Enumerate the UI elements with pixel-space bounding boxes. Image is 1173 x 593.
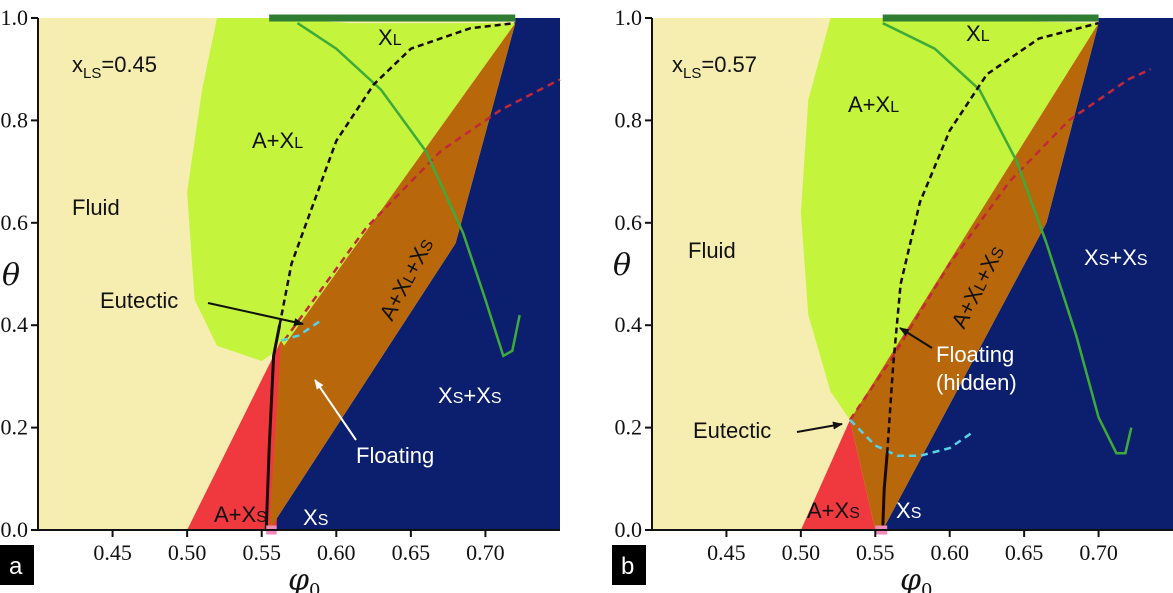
panel-tag-a-bg bbox=[0, 545, 34, 585]
label-xs-xs: XS+XS bbox=[1084, 245, 1148, 270]
label-a-xl: A+XL bbox=[252, 128, 303, 153]
parameter-label: xLS=0.57 bbox=[672, 52, 757, 82]
panel-tag-a: a bbox=[9, 553, 23, 580]
label-a-xl: A+XL bbox=[848, 92, 899, 117]
region-a-xl bbox=[800, 18, 1099, 420]
label-floating: Floating bbox=[936, 342, 1014, 367]
eutectic-arrow bbox=[207, 302, 304, 326]
x-axis-symbol: φ0 bbox=[900, 563, 932, 593]
y-tick-label: 0.4 bbox=[615, 312, 643, 337]
y-axis-symbol: θ bbox=[613, 248, 631, 283]
y-ticks: 0.0 0.2 0.4 0.6 0.8 1.0 bbox=[615, 5, 652, 542]
panel-tag-b-bg bbox=[612, 545, 646, 585]
x-tick-label: 0.50 bbox=[168, 540, 207, 565]
region-a-xs bbox=[187, 340, 282, 530]
x-ticks: 0.45 0.50 0.55 0.60 0.65 0.70 bbox=[93, 530, 505, 565]
y-tick-label: 1.0 bbox=[615, 5, 643, 30]
x-tick-label: 0.70 bbox=[466, 540, 505, 565]
green-curve bbox=[296, 22, 521, 358]
label-fluid: Fluid bbox=[688, 238, 736, 263]
floating-arrow bbox=[899, 327, 933, 349]
y-tick-label: 0.6 bbox=[615, 210, 643, 235]
x-ticks: 0.45 0.50 0.55 0.60 0.65 0.70 bbox=[707, 530, 1118, 565]
region-a-xl bbox=[187, 18, 516, 361]
y-tick-label: 0.8 bbox=[615, 107, 643, 132]
panel-b: 0.00.20.40.60.81.0 0.45 0.50 0.55 0.60 0.65 0… bbox=[612, 5, 1173, 593]
label-a-xs: A+XS bbox=[807, 498, 860, 523]
label-floating: Floating bbox=[356, 443, 434, 468]
x-tick-label: 0.60 bbox=[317, 540, 356, 565]
label-a-xs: A+XS bbox=[214, 502, 267, 527]
panel-tag-b: b bbox=[621, 553, 634, 580]
label-floating-hidden: (hidden) bbox=[936, 370, 1017, 395]
region-a-xs bbox=[800, 419, 876, 530]
label-fluid: Fluid bbox=[72, 195, 120, 220]
x-tick-label: 0.65 bbox=[1005, 540, 1044, 565]
cyan-dashed-curve bbox=[849, 419, 973, 458]
x-tick-label: 0.55 bbox=[242, 540, 281, 565]
y-tick-label: 0.2 bbox=[1, 415, 29, 440]
black-dashed-curve bbox=[278, 21, 516, 326]
x-tick-label: 0.50 bbox=[782, 540, 821, 565]
label-xs: XS bbox=[303, 505, 328, 530]
y-tick-label: 0.0 bbox=[615, 517, 643, 542]
floating-arrow bbox=[314, 379, 357, 441]
x-tick-label: 0.65 bbox=[392, 540, 431, 565]
region-xs-xs bbox=[882, 18, 1173, 530]
parameter-label: xLS=0.45 bbox=[72, 52, 157, 82]
region-a-xl-xs bbox=[850, 23, 1099, 530]
x-tick-label: 0.45 bbox=[707, 540, 746, 565]
y-tick-label: 0.2 bbox=[615, 415, 643, 440]
black-solid-curve bbox=[264, 324, 282, 531]
eutectic-arrow bbox=[796, 421, 843, 433]
y-tick-label: 0.6 bbox=[1, 210, 29, 235]
label-eutectic: Eutectic bbox=[693, 418, 771, 443]
green-curve bbox=[882, 21, 1133, 455]
red-dashed-curve bbox=[848, 68, 1152, 421]
label-eutectic: Eutectic bbox=[100, 288, 178, 313]
y-tick-label: 0.4 bbox=[1, 312, 29, 337]
cyan-dashed-curve bbox=[280, 319, 323, 342]
y-ticks: 0.0 0.2 0.4 0.6 0.8 1.0 bbox=[1, 5, 38, 542]
label-xl: XL bbox=[378, 25, 402, 50]
label-xl: XL bbox=[966, 21, 990, 46]
label-xs: XS bbox=[896, 498, 921, 523]
x-tick-label: 0.45 bbox=[93, 540, 132, 565]
black-dashed-curve bbox=[885, 21, 1099, 454]
red-dashed-curve bbox=[283, 78, 561, 342]
x-axis-symbol: φ0 bbox=[288, 563, 320, 593]
x-tick-label: 0.55 bbox=[856, 540, 895, 565]
y-axis-symbol: θ bbox=[2, 258, 20, 293]
x-tick-label: 0.60 bbox=[930, 540, 969, 565]
y-tick-label: 0.0 bbox=[1, 517, 29, 542]
black-solid-curve bbox=[881, 453, 889, 531]
y-tick-label: 0.8 bbox=[1, 107, 29, 132]
panel-a: 0.00.20.40.60.81.0 0.45 0.50 0.55 0.60 0.65 0… bbox=[0, 5, 561, 593]
label-xs-xs: XS+XS bbox=[438, 383, 502, 408]
x-tick-label: 0.70 bbox=[1079, 540, 1118, 565]
region-xs-xs bbox=[269, 18, 560, 530]
y-tick-label: 1.0 bbox=[1, 5, 29, 30]
